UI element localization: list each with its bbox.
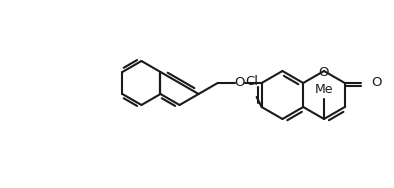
Text: O: O <box>319 65 329 79</box>
Text: O: O <box>234 77 245 89</box>
Text: O: O <box>371 77 381 89</box>
Text: Me: Me <box>315 83 333 96</box>
Text: Cl: Cl <box>245 75 258 88</box>
